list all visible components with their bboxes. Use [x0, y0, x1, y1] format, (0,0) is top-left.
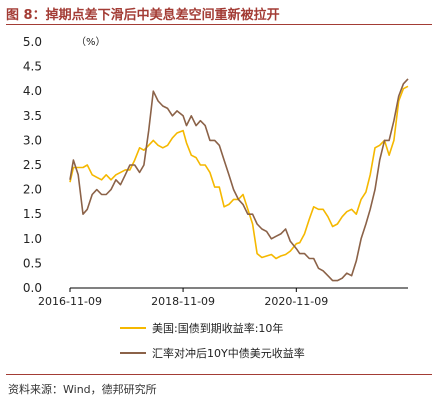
- x-tick-label: 2018-11-09: [151, 295, 215, 308]
- y-tick-label: 4.0: [23, 84, 42, 98]
- y-tick-label: 2.5: [23, 158, 42, 172]
- legend-label: 美国:国债到期收益率:10年: [152, 321, 283, 335]
- x-tick-label: 2020-11-09: [264, 295, 328, 308]
- chart-area: 0.0 0.5 1.0 1.5 2.0 2.5 3.0 3.5 4.0 4.5 5.0 （%） 2016…: [23, 35, 409, 360]
- y-tick-label: 0.0: [23, 281, 42, 295]
- y-tick-label: 0.5: [23, 256, 42, 270]
- series-lines: [69, 78, 409, 282]
- y-unit-label: （%）: [76, 36, 106, 48]
- legend-label: 汇率对冲后10Y中债美元收益率: [152, 346, 305, 360]
- y-tick-label: 3.5: [23, 109, 42, 123]
- y-tick-label: 2.0: [23, 183, 42, 197]
- axes: 0.0 0.5 1.0 1.5 2.0 2.5 3.0 3.5 4.0 4.5 5.0 （%） 2016…: [23, 35, 408, 308]
- source-note: 资料来源：Wind，德邦研究所: [8, 383, 157, 396]
- series-line-1: [69, 85, 409, 260]
- series-line-2: [69, 78, 409, 282]
- title-rule: [6, 24, 432, 25]
- y-tick-label: 1.5: [23, 207, 42, 221]
- y-tick-label: 5.0: [23, 35, 42, 49]
- x-tick-label: 2016-11-09: [38, 295, 102, 308]
- y-tick-label: 3.0: [23, 133, 42, 147]
- y-tick-label: 4.5: [23, 60, 42, 74]
- footer-rule: [6, 374, 432, 375]
- y-tick-label: 1.0: [23, 232, 42, 246]
- figure-title: 图 8：掉期点差下滑后中美息差空间重新被拉开: [6, 8, 280, 23]
